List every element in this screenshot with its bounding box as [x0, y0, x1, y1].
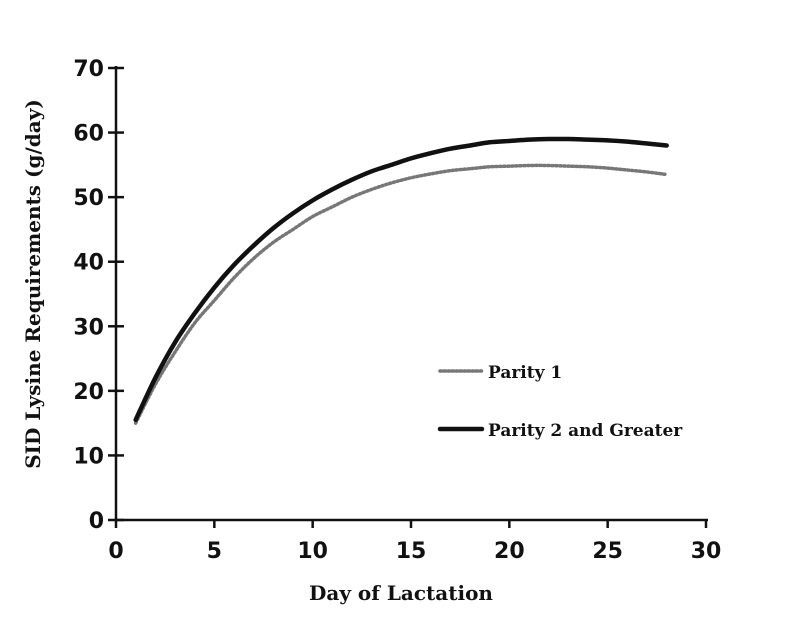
y-tick-label: 70	[73, 57, 104, 82]
x-axis-title: Day of Lactation	[309, 581, 493, 605]
x-tick-label: 5	[207, 539, 222, 564]
y-axis-title: SID Lysine Requirements (g/day)	[21, 99, 45, 469]
y-tick-label: 50	[73, 186, 104, 211]
y-tick-label: 40	[73, 251, 104, 276]
legend-label-parity-1: Parity 1	[488, 363, 562, 383]
x-tick-label: 15	[396, 539, 427, 564]
x-axis-ticks: 0 5 10 15 20 25 30	[108, 520, 721, 564]
y-axis-ticks: 0 10 20 30 40 50 60 70	[73, 57, 124, 534]
series-line-parity-1	[133, 163, 669, 425]
x-tick-label: 0	[108, 539, 123, 564]
x-tick-label: 10	[297, 539, 328, 564]
legend-label-parity-2-and-greater: Parity 2 and Greater	[488, 421, 683, 441]
y-tick-label: 60	[73, 122, 104, 147]
y-tick-label: 20	[73, 380, 104, 405]
x-tick-label: 25	[592, 539, 623, 564]
y-tick-label: 30	[73, 315, 104, 340]
series-line-parity-2-and-greater	[133, 136, 669, 423]
chart-axes: 0 5 10 15 20 25 30 0 10 20 30 40 50 60 70	[73, 57, 721, 564]
y-tick-label: 0	[89, 509, 104, 534]
x-tick-label: 30	[691, 539, 722, 564]
x-tick-label: 20	[494, 539, 525, 564]
series-lines	[133, 136, 669, 425]
y-tick-label: 10	[73, 444, 104, 469]
legend: Parity 1 Parity 2 and Greater	[437, 363, 683, 441]
